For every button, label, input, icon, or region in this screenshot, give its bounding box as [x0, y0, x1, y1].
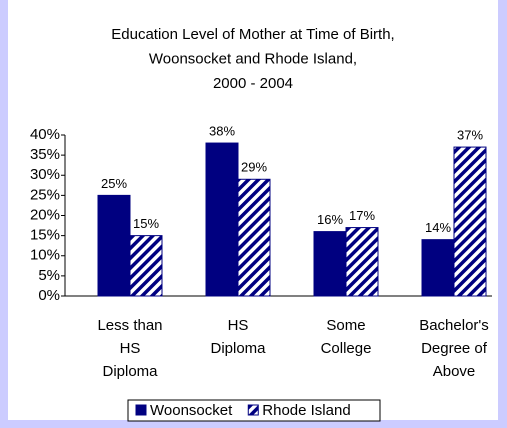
x-tick-label: College: [321, 340, 372, 357]
bar: [97, 194, 131, 297]
data-label: 37%: [457, 128, 483, 143]
data-label: 17%: [349, 208, 375, 223]
bar: [129, 235, 163, 297]
y-tick-label: 30%: [30, 166, 60, 183]
legend-label: Rhode Island: [262, 402, 350, 419]
legend-swatch: [135, 404, 147, 416]
data-label: 15%: [133, 216, 159, 231]
legend-label: Woonsocket: [150, 402, 233, 419]
y-tick-label: 40%: [30, 126, 60, 143]
legend-swatch: [247, 404, 259, 416]
data-label: 25%: [101, 176, 127, 191]
y-tick-label: 15%: [30, 227, 60, 244]
x-tick-label: Some: [326, 317, 365, 334]
chart-title: Education Level of Mother at Time of Bir…: [111, 26, 394, 43]
y-tick-label: 0%: [38, 287, 60, 304]
data-label: 16%: [317, 212, 343, 227]
bar: [205, 142, 239, 297]
x-tick-label: Diploma: [210, 340, 266, 357]
x-tick-label: Diploma: [102, 363, 158, 380]
bar: [237, 178, 271, 297]
x-tick-label: HS: [120, 340, 141, 357]
x-tick-label: Bachelor's: [419, 317, 489, 334]
y-tick-label: 10%: [30, 247, 60, 264]
x-tick-label: HS: [228, 317, 249, 334]
x-tick-label: Degree of: [421, 340, 488, 357]
bar: [421, 239, 455, 297]
chart-title: Woonsocket and Rhode Island,: [149, 50, 357, 67]
y-tick-label: 5%: [38, 267, 60, 284]
data-label: 14%: [425, 220, 451, 235]
data-label: 38%: [209, 123, 235, 138]
y-tick-label: 35%: [30, 146, 60, 163]
x-tick-label: Less than: [97, 317, 162, 334]
data-label: 29%: [241, 160, 267, 175]
chart-title: 2000 - 2004: [213, 75, 293, 92]
bar: [453, 146, 487, 297]
y-tick-label: 25%: [30, 186, 60, 203]
y-tick-label: 20%: [30, 206, 60, 223]
bar: [345, 227, 379, 297]
x-tick-label: Above: [433, 363, 476, 380]
bar: [313, 231, 347, 297]
